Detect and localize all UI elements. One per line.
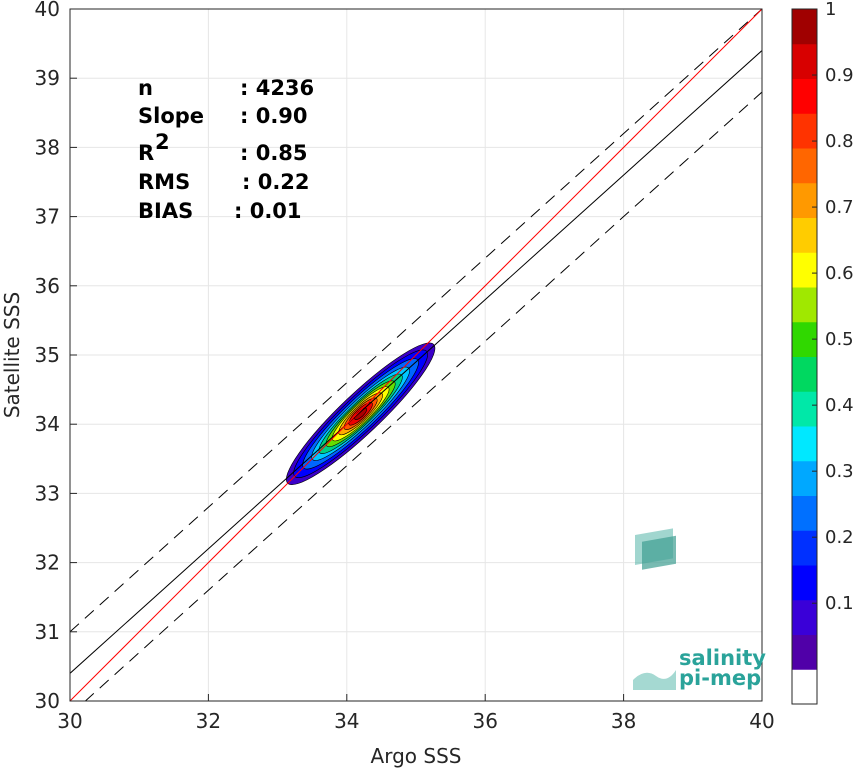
colorbar-segment xyxy=(792,565,817,601)
stat-label-superscript: 2 xyxy=(155,130,170,154)
colorbar-tick-label: 0.4 xyxy=(825,395,854,416)
colorbar-segment xyxy=(792,495,817,531)
y-tick-label: 40 xyxy=(35,0,60,21)
x-tick-label: 30 xyxy=(57,709,82,733)
colorbar-tick-label: 0.5 xyxy=(825,329,854,350)
colorbar-segment xyxy=(792,669,817,705)
y-tick-label: 36 xyxy=(35,274,60,298)
y-tick-label: 38 xyxy=(35,135,60,159)
y-tick-label: 39 xyxy=(35,66,60,90)
colorbar-segment xyxy=(792,356,817,392)
colorbar-segment xyxy=(792,391,817,427)
colorbar-segment xyxy=(792,217,817,253)
stat-value: : 0.85 xyxy=(240,141,308,165)
logo-icon xyxy=(633,528,676,690)
y-tick-label: 37 xyxy=(35,205,60,229)
colorbar-tick-label: 0.3 xyxy=(825,461,854,482)
colorbar-segment xyxy=(792,182,817,218)
y-tick-label: 34 xyxy=(35,412,60,436)
stat-value: : 0.22 xyxy=(242,170,310,194)
logo: salinity pi-mep xyxy=(633,528,766,690)
x-tick-label: 40 xyxy=(749,709,774,733)
colorbar-segment xyxy=(792,460,817,496)
x-tick-label: 36 xyxy=(472,709,497,733)
x-axis-label: Argo SSS xyxy=(371,744,462,768)
reference-lines xyxy=(70,9,762,701)
colorbar-segment xyxy=(792,78,817,114)
y-axis-ticks: 30 31 32 33 34 35 36 37 38 39 40 xyxy=(35,0,77,713)
y-tick-label: 33 xyxy=(35,481,60,505)
colorbar-segment xyxy=(792,599,817,635)
identity-line xyxy=(70,9,762,701)
y-tick-label: 32 xyxy=(35,551,60,575)
x-tick-label: 32 xyxy=(196,709,221,733)
stat-label: n xyxy=(138,76,153,100)
colorbar-segment xyxy=(792,113,817,149)
lower-bound-line xyxy=(84,91,762,701)
y-axis-label: Satellite SSS xyxy=(0,292,24,418)
colorbar-segment xyxy=(792,530,817,566)
x-axis-ticks: 30 32 34 36 38 40 xyxy=(57,694,775,733)
stat-value: : 4236 xyxy=(240,76,314,100)
stat-label: Slope xyxy=(138,104,204,128)
x-tick-label: 34 xyxy=(334,709,359,733)
stat-label: R xyxy=(138,141,154,165)
logo-line2: pi-mep xyxy=(679,666,761,690)
stats-box: n : 4236 Slope : 0.90 R 2 : 0.85 RMS : 0.22 BIAS:… xyxy=(138,76,314,223)
y-tick-label: 31 xyxy=(35,620,60,644)
regression-line xyxy=(70,50,762,674)
y-tick-label: 30 xyxy=(35,689,60,713)
stat-label: BIAS xyxy=(138,199,193,223)
upper-bound-line xyxy=(70,9,762,633)
colorbar-tick-label: 0.7 xyxy=(825,197,854,218)
colorbar-tick-label: 0.8 xyxy=(825,131,854,152)
colorbar-tick-label: 0.6 xyxy=(825,263,854,284)
colorbar-segment xyxy=(792,287,817,323)
grid xyxy=(69,8,763,702)
colorbar-tick-label: 0.9 xyxy=(825,65,854,86)
density-contour xyxy=(354,407,368,420)
colorbar-segment xyxy=(792,426,817,462)
logo-line1: salinity xyxy=(679,646,766,670)
colorbar: 0.1 0.2 0.3 0.4 0.5 0.6 0.7 0.8 0.9 1 xyxy=(791,0,854,705)
colorbar-segment xyxy=(792,252,817,288)
stat-value: : 0.01 xyxy=(234,199,302,223)
colorbar-tick-label: 1 xyxy=(825,0,836,20)
colorbar-frame xyxy=(791,8,818,705)
colorbar-segment xyxy=(792,43,817,79)
stat-value: : 0.90 xyxy=(240,104,308,128)
colorbar-segment xyxy=(792,148,817,184)
colorbar-tick-label: 0.1 xyxy=(825,593,854,614)
colorbar-segment xyxy=(792,9,817,45)
y-tick-label: 35 xyxy=(35,343,60,367)
colorbar-tick-label: 0.2 xyxy=(825,527,854,548)
stat-label: RMS xyxy=(138,170,190,194)
colorbar-segment xyxy=(792,634,817,670)
x-tick-label: 38 xyxy=(611,709,636,733)
